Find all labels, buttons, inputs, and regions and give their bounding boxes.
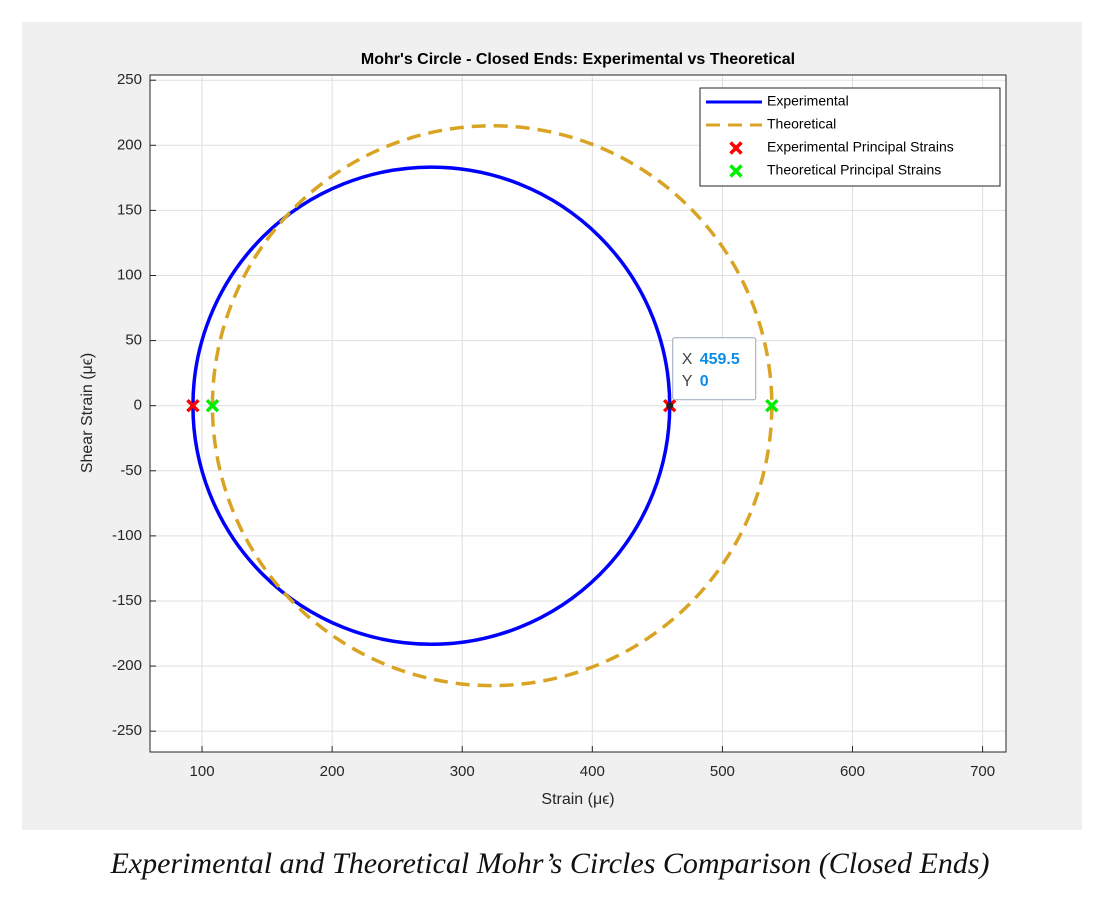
y-tick-label: 100 — [117, 266, 142, 283]
principal-strain-marker — [765, 398, 779, 413]
legend-label: Theoretical Principal Strains — [767, 162, 941, 178]
y-axis-label: Shear Strain (μϵ) — [79, 353, 96, 473]
chart-title: Mohr's Circle - Closed Ends: Experimenta… — [361, 51, 795, 68]
x-axis-label: Strain (μϵ) — [541, 791, 614, 808]
y-tick-label: 250 — [117, 71, 142, 88]
legend-swatch — [729, 141, 743, 155]
datatip-y-value: 0 — [700, 373, 709, 390]
y-tick-label: -150 — [112, 592, 142, 609]
y-tick-label: 150 — [117, 201, 142, 218]
legend-label: Experimental Principal Strains — [767, 139, 954, 155]
y-tick-label: 200 — [117, 136, 142, 153]
y-tick-label: -100 — [112, 527, 142, 544]
y-tick-label: -250 — [112, 722, 142, 739]
principal-strain-marker — [186, 398, 200, 413]
axes-box — [149, 74, 1007, 753]
legend-label: Theoretical — [767, 116, 836, 132]
y-tick-label: 0 — [134, 397, 142, 414]
x-tick-label: 400 — [580, 763, 605, 780]
y-tick-label: -200 — [112, 657, 142, 674]
datatip-x-name: X — [682, 351, 693, 368]
x-tick-label: 700 — [970, 763, 995, 780]
caption: Experimental and Theoretical Mohr’s Circ… — [109, 847, 989, 880]
datatip-y-name: Y — [682, 373, 693, 390]
x-tick-label: 200 — [320, 763, 345, 780]
datatip-dot — [666, 402, 674, 410]
y-tick-label: 50 — [125, 332, 142, 349]
legend-box — [699, 87, 1001, 187]
y-tick-label: -50 — [120, 462, 142, 479]
x-tick-label: 600 — [840, 763, 865, 780]
datatip-x-value: 459.5 — [700, 351, 740, 368]
legend-label: Experimental — [767, 93, 849, 109]
legend-swatch — [729, 164, 743, 178]
x-tick-label: 500 — [710, 763, 735, 780]
axes-background — [150, 75, 1006, 752]
datatip-box — [672, 337, 757, 401]
x-tick-label: 300 — [450, 763, 475, 780]
x-tick-label: 100 — [190, 763, 215, 780]
principal-strain-marker — [205, 398, 220, 413]
